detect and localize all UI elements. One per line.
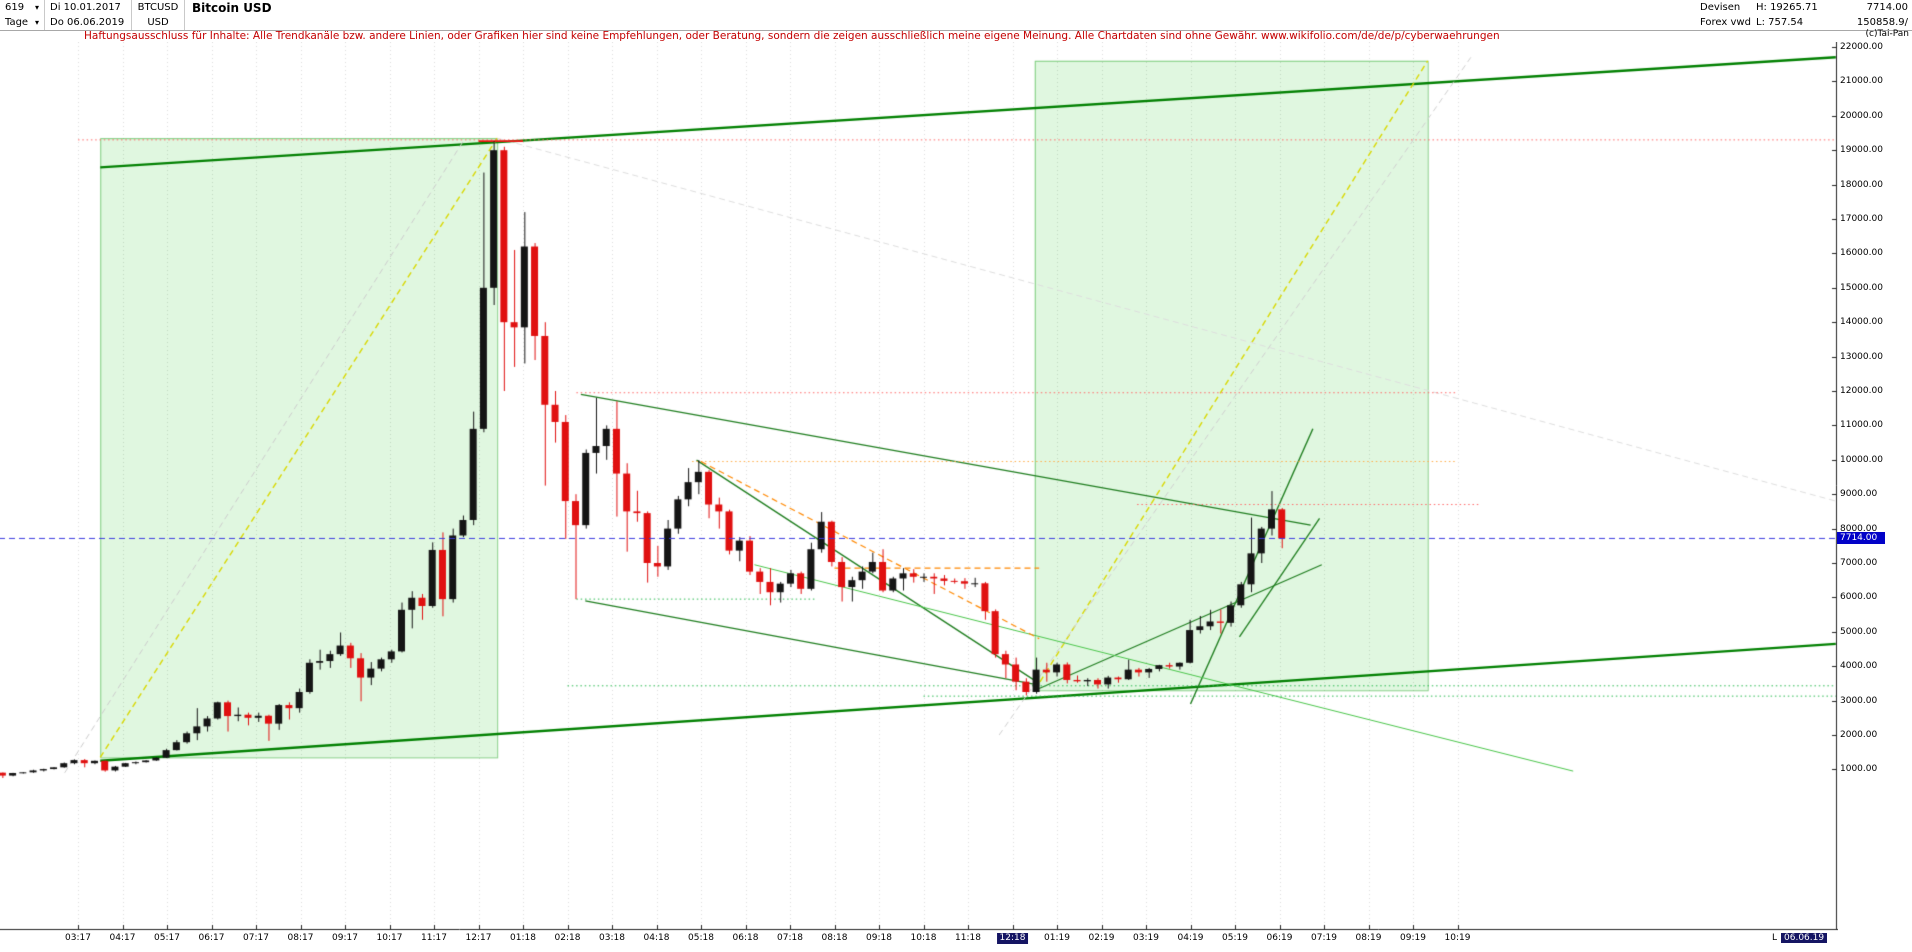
price-axis-label: 19000.00 [1840, 145, 1883, 156]
time-axis-label: 09:18 [866, 933, 892, 943]
time-axis-label: 07:19 [1311, 933, 1337, 943]
current-price-tag: 7714.00 [1837, 532, 1885, 545]
price-axis-label: 22000.00 [1840, 42, 1883, 52]
time-axis-label: 04:19 [1177, 933, 1204, 943]
time-axis-label: 05:18 [688, 933, 714, 943]
time-axis-label: 06:18 [732, 933, 759, 943]
period-high-value: H: 19265.71 [1756, 1, 1818, 13]
time-axis: 03:17 04:17 05:17 06:17 07:17 08:17 09:17 10:17… [0, 933, 1912, 947]
period-dropdown[interactable]: Tage ▾ [0, 15, 45, 30]
time-axis-label: 08:19 [1355, 933, 1382, 943]
copyright-label: (c)Tai-Pan [1865, 29, 1909, 39]
time-axis-label: 11:17 [421, 933, 447, 943]
dropdown-arrow-icon: ▾ [34, 17, 39, 27]
price-axis-label: 16000.00 [1840, 248, 1883, 259]
time-axis-label: 04:18 [643, 933, 670, 943]
time-axis-label: 06:19 [1266, 933, 1293, 943]
time-axis-label: 08:17 [287, 933, 314, 943]
disclaimer-text: Haftungsausschluss für Inhalte: Alle Tre… [0, 31, 1912, 42]
time-axis-label: 12:18 [996, 933, 1029, 944]
time-axis-label: 08:18 [821, 933, 848, 943]
bars-count: 619 [5, 1, 25, 13]
time-axis-label: 02:18 [554, 933, 581, 943]
price-axis-label: 1000.00 [1840, 764, 1878, 775]
time-axis-label: 02:19 [1088, 933, 1115, 943]
header-left: 619 ▾ Di 10.01.2017 BTCUSD Bitcoin USD T… [0, 0, 277, 30]
end-date-axis-label: 06.06.19 [1781, 933, 1828, 943]
disclaimer-link: www.wikifolio.com/de/de/p/cyberwaehrunge… [1260, 30, 1500, 42]
time-axis-label: 10:18 [910, 933, 937, 943]
price-axis-label: 15000.00 [1840, 282, 1883, 293]
time-axis-label: 12:17 [465, 933, 492, 943]
disclaimer-body: Haftungsausschluss für Inhalte: Alle Tre… [84, 30, 1258, 42]
chart-end-date: Do 06.06.2019 [45, 15, 132, 30]
period-label: Tage [5, 16, 29, 28]
price-axis-label: 12000.00 [1840, 386, 1883, 396]
price-axis-label: 4000.00 [1840, 661, 1878, 672]
time-axis-label: 09:17 [332, 933, 358, 943]
price-axis-label: 7000.00 [1840, 558, 1878, 568]
price-axis-label: 21000.00 [1840, 76, 1883, 87]
dropdown-arrow-icon: ▾ [34, 2, 39, 12]
time-axis-label: 06:17 [198, 933, 225, 943]
price-axis-label: 13000.00 [1840, 351, 1883, 362]
time-axis-label: 03:18 [599, 933, 625, 943]
last-price-value: 7714.00 [1866, 1, 1908, 13]
price-axis-label: 17000.00 [1840, 214, 1883, 224]
price-axis-label: 9000.00 [1840, 489, 1878, 500]
time-axis-label: 09:19 [1400, 933, 1426, 943]
time-axis-label: 01:18 [510, 933, 536, 943]
price-chart-canvas[interactable] [0, 42, 1838, 932]
period-low-value: L: 757.54 [1756, 16, 1804, 28]
price-axis-label: 2000.00 [1840, 730, 1878, 740]
price-axis-label: 14000.00 [1840, 317, 1883, 328]
price-axis-label: 20000.00 [1840, 110, 1883, 121]
time-axis-label: 03:19 [1133, 933, 1159, 943]
chart-start-date: Di 10.01.2017 [45, 0, 132, 15]
price-axis-label: 8000.00 [1840, 523, 1878, 534]
time-axis-label: 04:17 [109, 933, 136, 943]
time-axis-label: 10:19 [1444, 933, 1471, 943]
time-axis-label: 05:19 [1222, 933, 1248, 943]
time-axis-label: 10:17 [376, 933, 403, 943]
volume-value: 150858.9/ [1856, 16, 1908, 28]
time-axis-label: 01:19 [1044, 933, 1070, 943]
price-axis-label: 3000.00 [1840, 695, 1878, 706]
price-axis-label: 10000.00 [1840, 454, 1883, 465]
time-axis-label: 05:17 [154, 933, 180, 943]
time-axis-label: 07:18 [777, 933, 803, 943]
price-axis-label: 5000.00 [1840, 626, 1878, 637]
time-axis-label: 07:17 [243, 933, 269, 943]
market-label: Devisen [1700, 1, 1741, 13]
feed-label: Forex vwd [1700, 16, 1751, 28]
time-axis-label: 11:18 [955, 933, 981, 943]
last-date-axis-group: L 06.06.19 [1772, 933, 1828, 944]
price-axis-label: 6000.00 [1840, 592, 1878, 603]
bars-count-dropdown[interactable]: 619 ▾ [0, 0, 45, 15]
header-bar: 619 ▾ Di 10.01.2017 BTCUSD Bitcoin USD T… [0, 0, 1912, 31]
last-label-prefix: L [1772, 933, 1778, 943]
currency-code: USD [132, 15, 185, 30]
header-right: Devisen H: 19265.71 7714.00 Forex vwd L:… [1700, 0, 1912, 30]
price-axis-label: 18000.00 [1840, 179, 1883, 190]
symbol-code: BTCUSD [132, 0, 185, 15]
instrument-name: Bitcoin USD [192, 0, 272, 15]
price-axis-label: 11000.00 [1840, 420, 1883, 431]
time-axis-label: 03:17 [65, 933, 91, 943]
